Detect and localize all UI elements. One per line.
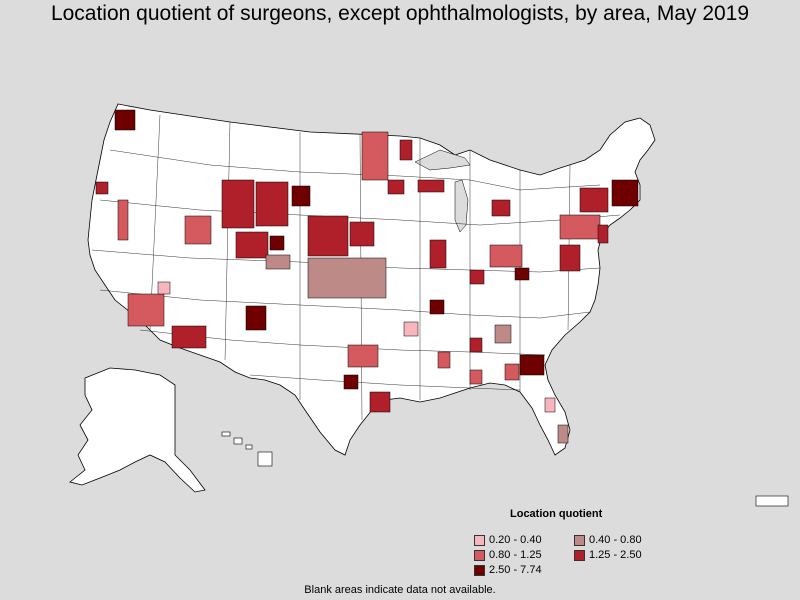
puerto-rico bbox=[755, 495, 789, 507]
map-legend: Location quotient 0.20 - 0.40 0.40 - 0.8… bbox=[470, 506, 670, 576]
area-ky bbox=[514, 267, 530, 281]
area-pa bbox=[559, 214, 601, 240]
alaska bbox=[69, 367, 206, 493]
area-wyoming-east bbox=[255, 181, 289, 227]
legend-label: 2.50 - 7.74 bbox=[489, 564, 542, 576]
area-or bbox=[95, 181, 109, 195]
area-ms bbox=[469, 337, 483, 353]
area-new-england bbox=[611, 179, 639, 207]
legend-label: 1.25 - 2.50 bbox=[589, 549, 642, 561]
legend-item-3: 1.25 - 2.50 bbox=[574, 549, 642, 561]
lake-michigan bbox=[454, 179, 469, 233]
area-co-south bbox=[265, 254, 291, 270]
area-ca-nevada bbox=[117, 199, 129, 241]
area-mn-north bbox=[399, 139, 413, 161]
hawaii bbox=[221, 431, 273, 467]
area-nebraska bbox=[307, 215, 349, 257]
area-mn-west bbox=[361, 131, 389, 181]
footnote: Blank areas indicate data not available. bbox=[304, 584, 496, 596]
colored-areas bbox=[95, 109, 639, 444]
area-sd-west bbox=[291, 185, 311, 207]
area-ga bbox=[494, 324, 512, 344]
area-nebraska-east bbox=[349, 221, 375, 247]
area-nd-east bbox=[387, 179, 405, 195]
area-va bbox=[559, 244, 581, 272]
area-sc bbox=[519, 354, 545, 376]
area-ny bbox=[579, 187, 609, 213]
legend-swatch bbox=[474, 534, 485, 546]
legend-label: 0.80 - 1.25 bbox=[489, 549, 542, 561]
legend-title: Location quotient bbox=[510, 508, 603, 520]
area-fl-south bbox=[557, 424, 569, 444]
legend-swatch bbox=[474, 564, 485, 576]
area-al bbox=[469, 369, 483, 385]
area-in bbox=[469, 269, 485, 285]
area-tx-central bbox=[347, 344, 379, 368]
area-nm-mid bbox=[245, 305, 267, 331]
area-kansas bbox=[307, 257, 387, 299]
area-nj bbox=[597, 224, 609, 244]
area-az-south bbox=[171, 325, 207, 349]
area-wyoming-west bbox=[221, 179, 255, 229]
legend-swatch bbox=[574, 549, 585, 561]
legend-item-1: 0.40 - 0.80 bbox=[574, 534, 642, 546]
area-ar bbox=[437, 351, 451, 369]
area-wa-west bbox=[114, 109, 136, 131]
legend-item-2: 0.80 - 1.25 bbox=[474, 549, 542, 561]
area-mi bbox=[491, 199, 511, 217]
area-ok-east bbox=[403, 321, 419, 337]
area-co-mid bbox=[269, 235, 285, 251]
map-title: Location quotient of surgeons, except op… bbox=[50, 2, 750, 25]
area-fl-mid bbox=[544, 397, 556, 413]
legend-label: 0.20 - 0.40 bbox=[489, 534, 542, 546]
legend-label: 0.40 - 0.80 bbox=[589, 534, 642, 546]
area-az-central bbox=[127, 293, 165, 327]
area-il bbox=[429, 239, 447, 269]
area-mo bbox=[429, 299, 445, 315]
legend-swatch bbox=[474, 549, 485, 561]
area-oh bbox=[489, 244, 523, 268]
area-fl-north bbox=[504, 363, 520, 381]
area-tx-west bbox=[343, 374, 359, 390]
legend-item-4: 2.50 - 7.74 bbox=[474, 564, 542, 576]
area-ca-south bbox=[157, 281, 171, 295]
area-wi bbox=[417, 179, 445, 193]
area-utah-n bbox=[184, 215, 212, 245]
area-co-north bbox=[235, 231, 269, 259]
legend-item-0: 0.20 - 0.40 bbox=[474, 534, 542, 546]
legend-swatch bbox=[574, 534, 585, 546]
area-tx-south bbox=[369, 391, 391, 413]
